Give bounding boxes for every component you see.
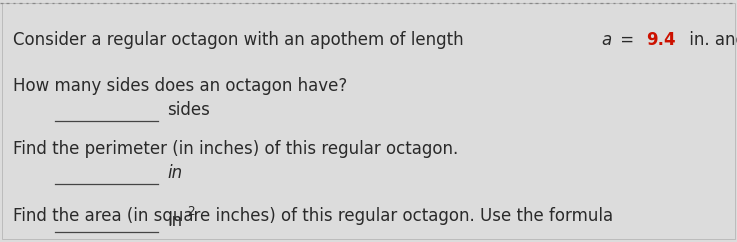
- Text: in: in: [167, 212, 183, 230]
- Text: sides: sides: [167, 101, 210, 119]
- Text: How many sides does an octagon have?: How many sides does an octagon have?: [13, 77, 348, 95]
- Text: Consider a regular octagon with an apothem of length: Consider a regular octagon with an apoth…: [13, 31, 469, 49]
- Text: =: =: [615, 31, 639, 49]
- Text: Find the area (in square inches) of this regular octagon. Use the formula: Find the area (in square inches) of this…: [13, 207, 618, 225]
- Text: 2: 2: [186, 205, 195, 218]
- Text: in: in: [167, 164, 183, 182]
- Text: a: a: [601, 31, 612, 49]
- Text: 9.4: 9.4: [646, 31, 676, 49]
- Text: in. and each side of length: in. and each side of length: [685, 31, 737, 49]
- Text: Find the perimeter (in inches) of this regular octagon.: Find the perimeter (in inches) of this r…: [13, 140, 458, 158]
